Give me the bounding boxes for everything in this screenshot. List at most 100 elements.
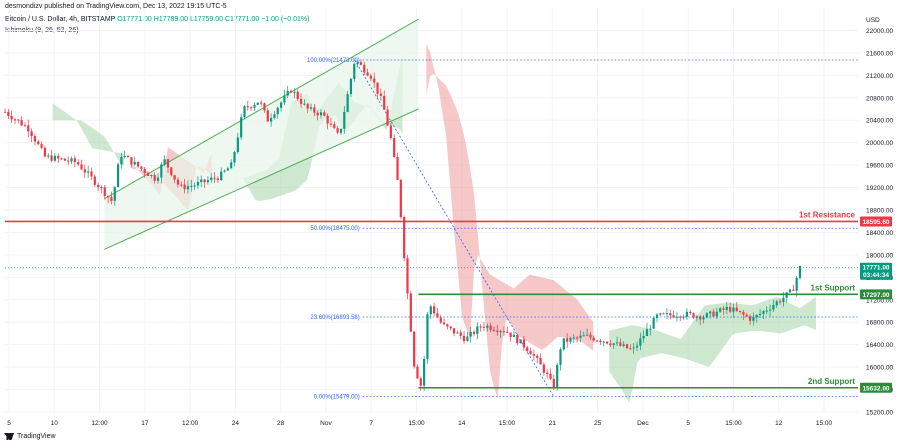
candle-body [126, 155, 130, 158]
candle-body [90, 171, 93, 177]
candle-body [336, 128, 339, 133]
candle-body [279, 102, 283, 108]
candle-body [652, 317, 655, 329]
candle-body [80, 164, 83, 170]
ascending-channel [104, 18, 419, 250]
symbol-legend[interactable]: Bitcoin / U.S. Dollar, 4h, BITSTAMP O177… [5, 16, 309, 23]
x-tick-label: 15:00 [499, 420, 516, 427]
candle-body [702, 317, 705, 320]
y-tick-label: 16400.00 [866, 342, 893, 349]
candle-body [486, 325, 489, 328]
candle-body [705, 313, 708, 318]
candle-body [433, 306, 436, 314]
candle-body [253, 104, 256, 108]
candle-body [489, 325, 492, 330]
tradingview-logo[interactable]: TradingView [4, 433, 56, 440]
candle-body [762, 311, 765, 314]
candle-body [196, 182, 200, 186]
y-tick-label: 20000.00 [866, 140, 893, 147]
fib-label: 23.60%(16893.58) [310, 315, 359, 321]
candle-body [396, 156, 399, 180]
candle-body [213, 177, 216, 179]
candle-body [363, 64, 366, 73]
candle-body [413, 331, 416, 367]
candle-body [116, 164, 120, 188]
candle-body [566, 338, 569, 342]
candle-body [426, 314, 429, 360]
y-tick-label: 19200.00 [866, 185, 893, 192]
candle-body [273, 114, 276, 118]
candle-body [123, 155, 126, 158]
x-tick-label: Nov [320, 420, 332, 427]
candle-body [692, 313, 695, 318]
candle-body [502, 331, 506, 333]
candle-body [649, 328, 652, 330]
candle-body [602, 341, 605, 343]
candle-body [376, 82, 379, 94]
candle-body [496, 330, 499, 332]
candle-body [699, 316, 702, 320]
candle-body [552, 378, 555, 389]
y-tick-label: 18400.00 [866, 230, 893, 237]
candle-body [246, 106, 249, 108]
y-tick-label: 15200.00 [866, 410, 893, 417]
candle-body [87, 171, 90, 173]
candle-body [685, 311, 689, 317]
candle-body [725, 306, 728, 310]
price-axis: USD 22000.00 21600.00 21200.00 20800.00 20400… [866, 17, 893, 417]
candle-body [343, 111, 346, 129]
candle-body [476, 326, 479, 334]
candle-body [383, 95, 386, 110]
candle-body [516, 334, 519, 344]
candle-body [359, 62, 363, 65]
candle-body [270, 117, 273, 122]
candle-body [206, 180, 210, 183]
candle-body [326, 115, 329, 124]
y-tick-label: 18000.00 [866, 252, 893, 259]
tradingview-logo-icon [4, 433, 14, 440]
candle-body [662, 313, 665, 315]
candle-body [768, 309, 772, 311]
candle-body [70, 158, 73, 162]
x-tick-label: 15:00 [816, 420, 833, 427]
candle-body [572, 337, 575, 339]
x-tick-label: 24 [232, 420, 240, 427]
candle-body [462, 335, 466, 342]
candle-body [203, 179, 206, 183]
candle-body [113, 187, 116, 201]
candle-body [323, 112, 326, 116]
level-price-tag [860, 216, 892, 227]
candle-body [170, 167, 173, 176]
candle-body [226, 168, 229, 171]
candle-body [306, 103, 309, 109]
candle-body [339, 128, 343, 133]
level-price-tag [860, 289, 892, 300]
x-tick-label: 21 [549, 420, 557, 427]
candle-body [659, 313, 662, 315]
candle-body [289, 90, 293, 93]
candle-body [609, 343, 612, 346]
candle-body [532, 354, 535, 356]
candle-body [276, 107, 279, 115]
candle-body [186, 186, 190, 190]
candle-body [33, 136, 37, 142]
candle-body [333, 124, 336, 129]
candle-body [13, 119, 17, 121]
candle-body [519, 339, 522, 344]
candle-body [459, 332, 462, 336]
candle-body [63, 158, 66, 161]
candle-body [605, 341, 609, 344]
candle-body [406, 258, 409, 294]
candle-body [67, 160, 70, 162]
candle-body [190, 185, 193, 187]
candle-body [632, 347, 635, 349]
candle-body [156, 177, 160, 181]
candle-body [356, 62, 359, 64]
candle-body [592, 337, 595, 341]
x-tick-label: 5 [686, 420, 690, 427]
candle-body [522, 339, 526, 348]
channel-lower-line [104, 108, 419, 250]
candle-body [788, 289, 792, 293]
candle-body [200, 179, 203, 183]
